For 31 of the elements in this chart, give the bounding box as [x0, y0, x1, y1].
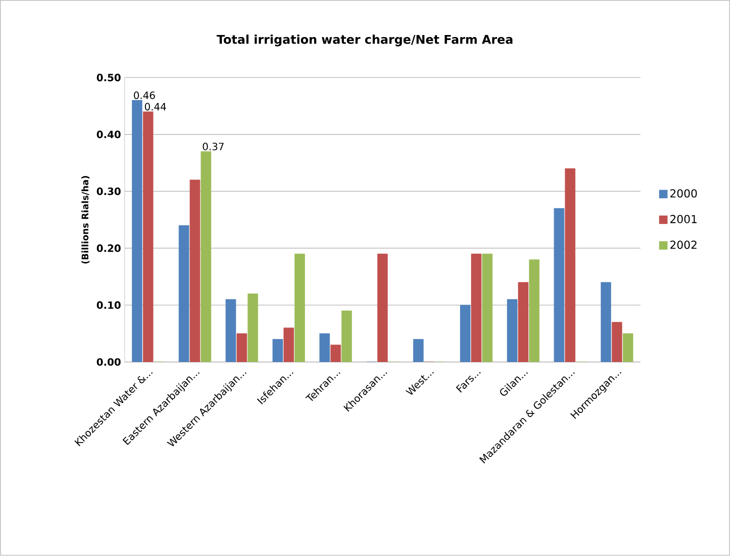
- bar: [226, 299, 236, 362]
- bar: [506, 299, 518, 362]
- legend-label: 2001: [670, 215, 697, 224]
- bar: [200, 151, 212, 362]
- data-label: 0.46: [134, 92, 155, 100]
- bar: [529, 260, 540, 362]
- y-tick-label: 0.50: [96, 74, 121, 82]
- bar: [178, 225, 190, 362]
- y-tick-label: 0.40: [96, 130, 121, 138]
- bar: [319, 333, 330, 362]
- y-axis-title: (Billions Rials/ha): [81, 176, 90, 264]
- legend-label: 2002: [670, 240, 696, 250]
- bar: [413, 339, 424, 362]
- bar: [294, 254, 305, 362]
- bar: [482, 254, 493, 362]
- bar: [460, 305, 471, 362]
- y-tick-label: 0.20: [96, 244, 121, 252]
- bar: [600, 282, 612, 362]
- bar: [554, 208, 564, 362]
- chart-title: Total irrigation water charge/Net Farm Area: [216, 34, 512, 46]
- y-tick-label: 0.00: [96, 358, 121, 366]
- y-tick-label: 0.30: [96, 188, 121, 196]
- y-tick-label: 0.10: [96, 301, 121, 310]
- bar: [341, 310, 352, 362]
- legend-label: 2000: [670, 189, 697, 198]
- bar: [248, 294, 258, 362]
- bar: [622, 333, 634, 362]
- bar: [272, 339, 283, 362]
- data-label: 0.37: [202, 142, 224, 150]
- data-label: 0.44: [144, 103, 166, 111]
- bar: [132, 100, 142, 362]
